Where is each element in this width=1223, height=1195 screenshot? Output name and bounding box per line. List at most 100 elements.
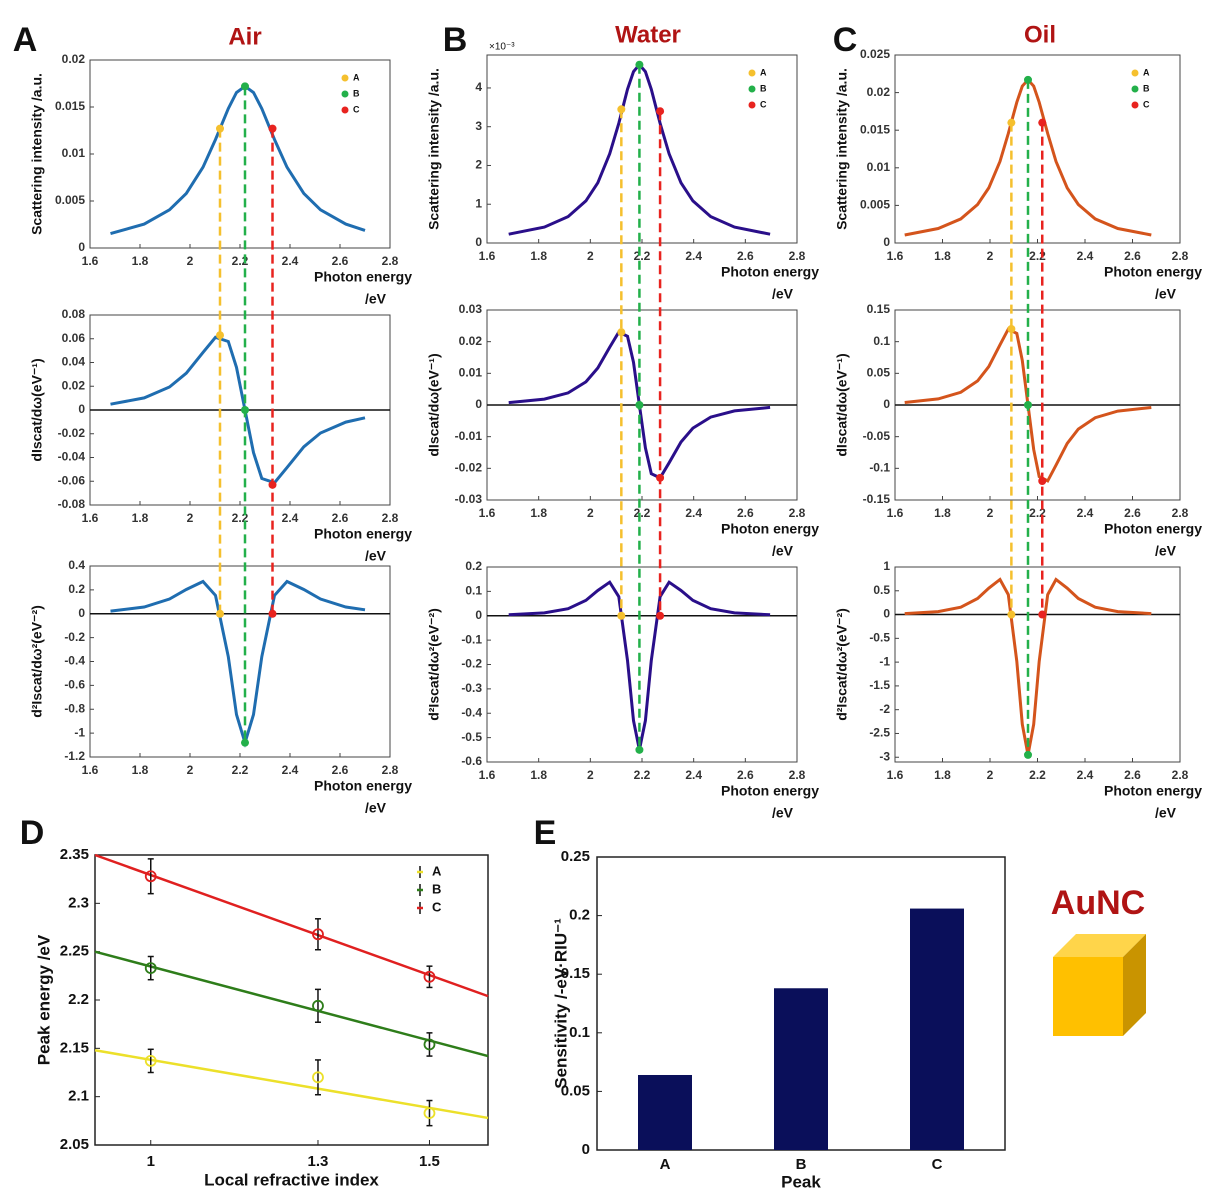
cube-icon <box>1053 934 1146 1036</box>
x-tick-label: 2.4 <box>282 511 299 525</box>
peak-marker <box>216 609 224 618</box>
bar <box>910 908 964 1150</box>
y-tick-label: -2.5 <box>869 726 890 740</box>
legend-swatch <box>748 101 756 109</box>
x-tick-label: 1.8 <box>530 768 547 782</box>
y-axis-label: d²Iscat/dω²(eV⁻²) <box>426 608 442 721</box>
x-tick-label: 1.5 <box>419 1153 440 1170</box>
x-tick-label: 1.6 <box>479 506 496 520</box>
x-axis-unit: /eV <box>365 800 387 816</box>
x-tick-label: 2.2 <box>634 506 651 520</box>
x-tick-label: 2 <box>187 511 194 525</box>
y-tick-label: -0.8 <box>64 701 85 715</box>
legend-swatch <box>341 90 349 98</box>
x-tick-label: 2.4 <box>685 249 702 263</box>
y-tick-label: 0.005 <box>55 193 85 207</box>
peak-marker <box>1038 610 1047 619</box>
x-tick-label: 1.6 <box>82 511 99 525</box>
peak-marker <box>617 611 626 620</box>
x-tick-label: 2.8 <box>789 506 806 520</box>
x-axis-label: Local refractive index <box>204 1170 379 1189</box>
legend-swatch <box>748 69 756 77</box>
y-tick-label: 0.02 <box>459 334 483 348</box>
x-tick-label: 1.6 <box>479 249 496 263</box>
y-tick-label: 0.2 <box>569 907 590 924</box>
y-tick-label: 2.25 <box>60 943 89 960</box>
x-tick-label: 2.4 <box>1077 768 1094 782</box>
y-offset-label: ×10⁻³ <box>489 42 515 53</box>
x-tick-label: 2.8 <box>789 768 806 782</box>
y-tick-label: -0.4 <box>64 654 85 668</box>
x-tick-label: 2.2 <box>232 763 249 777</box>
peak-marker <box>617 328 626 337</box>
x-tick-label: 2.8 <box>1172 768 1189 782</box>
y-tick-label: 2.15 <box>60 1039 89 1056</box>
legend-swatch <box>1131 85 1139 93</box>
x-tick-label: 2 <box>187 763 194 777</box>
x-tick-label: 2.4 <box>1077 249 1094 263</box>
x-tick-label: 2.8 <box>382 763 399 777</box>
y-tick-label: 0.15 <box>561 965 590 982</box>
peak-marker <box>1024 750 1032 759</box>
x-tick-label: 2.2 <box>634 249 651 263</box>
x-axis-label: Photon energy <box>721 264 819 280</box>
x-axis-unit: /eV <box>772 286 794 302</box>
x-tick-label: 2.4 <box>685 768 702 782</box>
x-axis-label: Photon energy <box>1104 783 1202 799</box>
y-tick-label: 0 <box>78 402 85 416</box>
peak-marker <box>656 107 665 116</box>
y-tick-label: 2.3 <box>68 894 89 911</box>
legend-label: C <box>432 899 442 914</box>
y-tick-label: 0.015 <box>55 99 85 113</box>
x-axis-label: Photon energy <box>314 526 412 542</box>
x-tick-label: 2.6 <box>737 506 754 520</box>
y-tick-label: 2.05 <box>60 1136 89 1153</box>
y-tick-label: 0.06 <box>62 331 86 345</box>
legend-label: A <box>432 863 442 878</box>
y-tick-label: -0.06 <box>58 473 86 487</box>
y-tick-label: 2.2 <box>68 991 89 1008</box>
y-tick-label: -2 <box>879 702 890 716</box>
y-tick-label: 0.04 <box>62 355 86 369</box>
error-bar <box>426 1032 433 1057</box>
y-tick-label: -0.08 <box>58 497 86 511</box>
panel-letter: D <box>20 814 45 852</box>
panel-letter: A <box>13 21 38 59</box>
x-axis-unit: /eV <box>772 805 794 821</box>
y-tick-label: 1 <box>475 196 482 210</box>
y-tick-label: 0.005 <box>860 198 890 212</box>
data-point <box>423 1107 436 1119</box>
y-tick-label: 0 <box>78 606 85 620</box>
y-tick-label: -1.5 <box>869 678 890 692</box>
legend-label: B <box>1143 83 1150 93</box>
y-tick-label: 2.35 <box>60 846 89 863</box>
y-tick-label: 0.5 <box>873 583 890 597</box>
x-tick-label: 2 <box>587 506 594 520</box>
y-tick-label: 0.05 <box>561 1082 590 1099</box>
x-tick-label: 2.4 <box>282 763 299 777</box>
x-tick-label: 2 <box>587 249 594 263</box>
x-axis-unit: /eV <box>365 291 387 307</box>
x-tick-label: 2.4 <box>685 506 702 520</box>
plot-frame <box>894 54 1181 244</box>
legend-label: C <box>353 104 360 114</box>
x-tick-label: 2.6 <box>332 511 349 525</box>
y-axis-label: dIscat/dω(eV⁻¹) <box>426 353 442 456</box>
y-axis-label: dIscat/dω(eV⁻¹) <box>834 353 850 456</box>
error-bar <box>314 1059 321 1096</box>
legend-label: B <box>353 88 360 98</box>
peak-marker <box>656 611 665 620</box>
x-tick-label: 2.6 <box>1124 249 1141 263</box>
y-tick-label: -0.02 <box>455 461 483 475</box>
plot-frame <box>94 854 489 1146</box>
y-tick-label: 0 <box>582 1141 590 1158</box>
x-tick-label: 1.8 <box>934 249 951 263</box>
x-axis-label: Peak <box>781 1172 821 1191</box>
y-tick-label: 0 <box>475 235 482 249</box>
peak-marker <box>1007 610 1016 619</box>
y-axis-label: Peak energy /eV <box>34 934 53 1065</box>
panel-letter: B <box>443 21 468 59</box>
x-tick-label: 2.2 <box>634 768 651 782</box>
x-tick-label: 1.8 <box>132 511 149 525</box>
peak-marker <box>635 745 644 754</box>
